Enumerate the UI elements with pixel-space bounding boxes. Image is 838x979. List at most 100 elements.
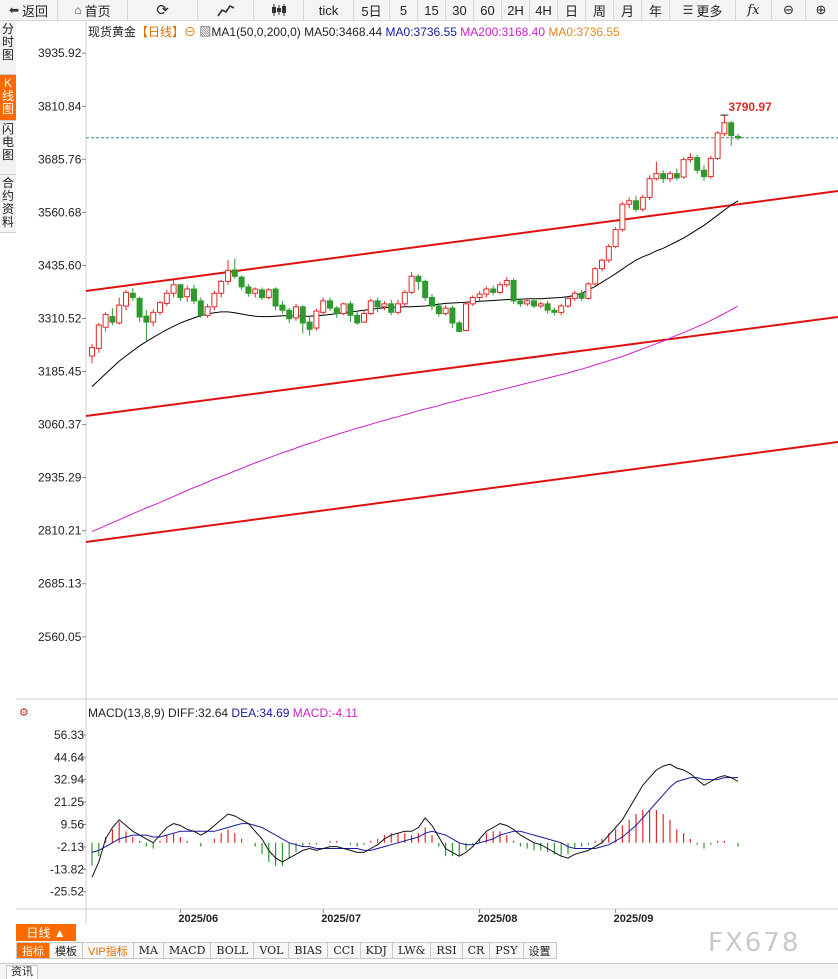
template-tab[interactable]: 模板	[50, 942, 83, 959]
period-4h[interactable]: 4H	[530, 0, 558, 20]
candle	[660, 170, 667, 183]
ind-lwr[interactable]: LW&	[392, 942, 432, 959]
period-2h[interactable]: 2H	[502, 0, 530, 20]
candle	[218, 279, 225, 298]
zoom-out-button[interactable]: ⊖	[772, 0, 806, 20]
candle	[599, 258, 605, 272]
candle-body	[150, 311, 157, 323]
candle-body	[177, 284, 184, 298]
candle-body	[170, 284, 177, 294]
candle	[701, 165, 707, 181]
period-year[interactable]: 年	[642, 0, 670, 20]
candle	[639, 194, 646, 212]
ind-psy[interactable]: PSY	[490, 942, 524, 959]
candle-body	[728, 122, 735, 136]
tab-timeshare[interactable]: 分时图	[0, 21, 16, 75]
ind-ma[interactable]: MA	[133, 942, 164, 959]
candle-body	[605, 246, 612, 261]
instrument-name: 现货黄金	[88, 25, 137, 39]
period-tick[interactable]: tick	[304, 0, 354, 20]
candle-body	[388, 303, 395, 313]
period-day[interactable]: 日	[558, 0, 586, 20]
candle-body	[673, 173, 680, 179]
candle	[265, 288, 272, 300]
ma50-value: MA50:3468.44	[304, 25, 383, 39]
candle-body	[259, 289, 265, 298]
tab-contract-info[interactable]: 合约资料	[0, 175, 16, 233]
period-5day[interactable]: 5日	[354, 0, 390, 20]
candle-body	[619, 203, 626, 231]
ind-cr[interactable]: CR	[462, 942, 491, 959]
candle	[123, 289, 129, 311]
home-button[interactable]: ⌂ 首页	[58, 0, 128, 20]
candle	[483, 286, 490, 298]
tab-kline[interactable]: K线图	[0, 75, 16, 121]
collapse-icon[interactable]: ⊖	[184, 25, 200, 39]
candlesticks: 3790.97	[89, 100, 772, 364]
period-30[interactable]: 30	[446, 0, 474, 20]
refresh-icon: ⟳	[156, 2, 169, 19]
price-tick-label: 2560.05	[38, 630, 82, 644]
candle	[646, 175, 653, 200]
candle-body	[354, 314, 361, 324]
ind-vol[interactable]: VOL	[254, 942, 290, 959]
channel-line-lower	[85, 441, 838, 543]
ind-boll[interactable]: BOLL	[211, 942, 255, 959]
candle	[510, 278, 517, 304]
refresh-button[interactable]: ⟳	[128, 0, 198, 20]
vip-indicator-tab[interactable]: VIP指标	[83, 942, 134, 959]
candle	[381, 300, 388, 311]
candle	[721, 115, 728, 137]
candle	[592, 266, 599, 286]
period-5[interactable]: 5	[390, 0, 418, 20]
price-tick-label: 3435.60	[38, 258, 82, 272]
candle-body	[367, 300, 374, 315]
candle-body	[225, 269, 231, 282]
candle	[429, 294, 435, 311]
candle-body	[463, 303, 469, 332]
ind-cci[interactable]: CCI	[328, 942, 361, 959]
footer-tab[interactable]: 资讯	[6, 965, 38, 979]
candle-body	[320, 300, 327, 313]
period-week[interactable]: 周	[586, 0, 614, 20]
period-60[interactable]: 60	[474, 0, 502, 20]
price-tick-label: 3685.76	[38, 152, 82, 166]
price-tick-label: 2685.13	[38, 577, 82, 591]
ind-kdj[interactable]: KDJ	[360, 942, 393, 959]
candle	[456, 320, 463, 333]
candle	[245, 283, 252, 297]
candle-body	[184, 288, 191, 298]
candle	[503, 277, 510, 288]
candle-body	[293, 306, 299, 319]
price-chart-area[interactable]: 3935.92 3810.84 3685.76 3560.68 3435.60 3310.…	[0, 21, 838, 924]
more-button[interactable]: ☰ 更多	[670, 0, 736, 20]
candle	[680, 157, 687, 179]
candle-body	[558, 305, 565, 313]
settings-icon[interactable]: ⚙	[19, 707, 29, 719]
ind-settings[interactable]: 设置	[523, 942, 557, 959]
indicator-tab[interactable]: 指标	[16, 942, 50, 959]
candle	[150, 309, 157, 327]
macd-tick-label: -25.52	[50, 885, 84, 899]
candle-style-button[interactable]	[254, 0, 304, 20]
candle	[116, 297, 123, 325]
ind-rsi[interactable]: RSI	[431, 942, 463, 959]
candle	[177, 283, 184, 301]
formula-button[interactable]: fx	[736, 0, 772, 20]
candle-body	[721, 122, 728, 135]
candle-body	[191, 288, 197, 302]
price-tick-label: 2935.29	[38, 471, 82, 485]
candle	[102, 312, 109, 332]
back-button[interactable]: ⬅ 返回	[0, 0, 58, 20]
candle-body	[163, 292, 170, 304]
ind-bias[interactable]: BIAS	[289, 942, 329, 959]
candle	[395, 299, 401, 315]
tab-flash[interactable]: 闪电图	[0, 121, 16, 175]
period-15[interactable]: 15	[418, 0, 446, 20]
ma-settings-icon[interactable]: ▧	[199, 25, 212, 39]
period-selector[interactable]: 日线 ▲	[16, 924, 76, 941]
period-month[interactable]: 月	[614, 0, 642, 20]
zoom-in-button[interactable]: ⊕	[806, 0, 836, 20]
chart-type-button[interactable]	[198, 0, 254, 20]
ind-macd[interactable]: MACD	[163, 942, 212, 959]
